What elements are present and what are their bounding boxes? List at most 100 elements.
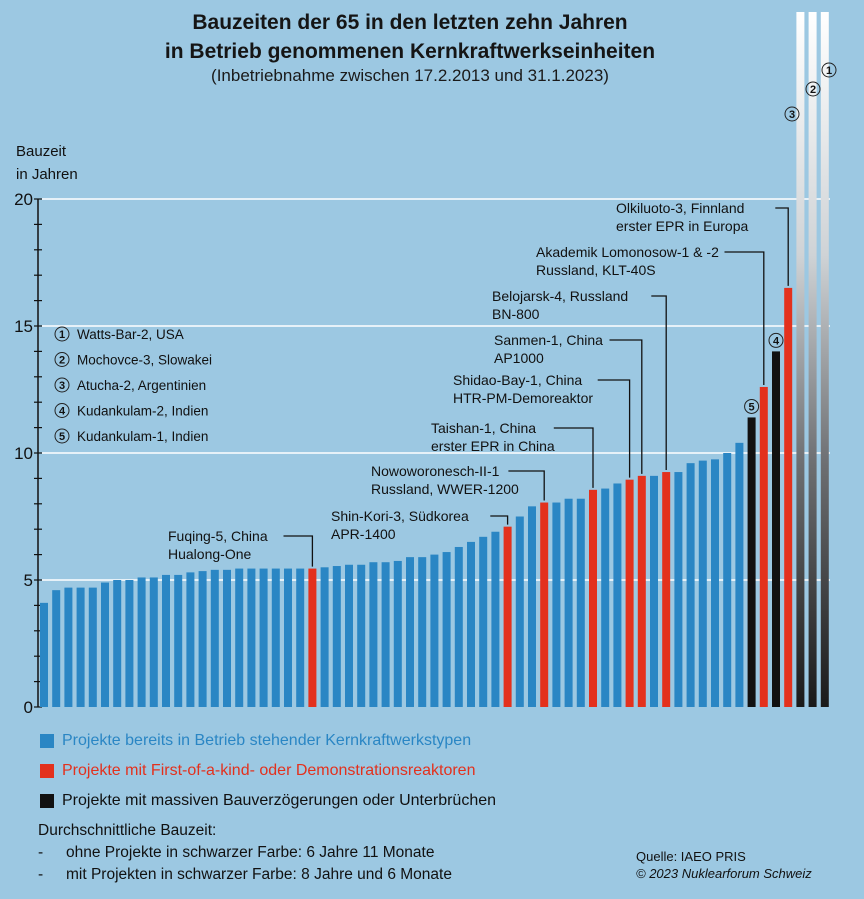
bar [369, 562, 378, 707]
bar [271, 568, 280, 707]
annotation-text: erster EPR in Europa [616, 218, 748, 234]
marker-3: 3 [784, 106, 800, 122]
annotation: Sanmen-1, China AP1000 [494, 332, 643, 474]
legend-item-black: Projekte mit massiven Bauverzögerungen o… [40, 786, 496, 816]
marker-label: 5 [749, 401, 755, 413]
bar [186, 572, 195, 707]
bar [284, 568, 292, 707]
bar [210, 569, 219, 707]
bar-offscale [796, 12, 805, 707]
chart-title: Bauzeiten der 65 in den letzten zehn Jah… [0, 8, 820, 66]
annotation-leader [597, 379, 631, 478]
bar [589, 489, 597, 707]
marker-1: 1 [821, 62, 837, 78]
marker-label: 4 [773, 335, 780, 347]
y-axis-label: Bauzeit in Jahren [16, 140, 78, 186]
y-tick-label: 20 [14, 190, 33, 209]
bar [772, 351, 780, 707]
legend: Projekte bereits in Betrieb stehender Ke… [40, 726, 496, 816]
bar [308, 568, 317, 707]
y-tick-label: 0 [24, 698, 33, 717]
bar [198, 571, 207, 707]
annotation-text: BN-800 [492, 306, 540, 322]
bar [674, 472, 683, 707]
bar [528, 506, 536, 707]
bar [235, 568, 244, 707]
marker-5: 5 [744, 398, 760, 414]
bar [162, 574, 170, 707]
key-item: 1 Watts-Bar-2, USA [54, 326, 184, 342]
annotation-leader [724, 251, 765, 385]
bar [406, 557, 414, 707]
bar [759, 386, 768, 707]
annotation-text: Shidao-Bay-1, China [453, 372, 582, 388]
key-circle [54, 326, 70, 342]
marker-label: 2 [810, 84, 816, 96]
chart-subtitle: (Inbetriebnahme zwischen 17.2.2013 und 3… [211, 66, 609, 85]
bar [332, 566, 341, 707]
annotation: Shidao-Bay-1, China HTR-PM-Demoreaktor [453, 372, 631, 478]
annotation-leader [490, 515, 509, 525]
bar [686, 463, 695, 707]
legend-text-red: Projekte mit First-of-a-kind- oder Demon… [62, 762, 476, 779]
bar [735, 442, 744, 707]
key-circle [54, 428, 70, 444]
bar [223, 569, 231, 707]
bar [247, 568, 256, 707]
bar [40, 602, 48, 707]
bars [40, 12, 829, 707]
key-text: Mochovce-3, Slowakei [77, 353, 212, 368]
y-tick-label: 10 [14, 444, 33, 463]
average-item: - mit Projekten in schwarzer Farbe: 8 Jah… [38, 864, 452, 886]
bar [430, 554, 439, 707]
annotation-text: Fuqing-5, China [168, 528, 268, 544]
marker-circle [744, 398, 760, 414]
bar [296, 568, 305, 707]
annotation-text: Nowoworonesch-II-1 [371, 463, 500, 479]
bar [576, 498, 585, 707]
bar [357, 564, 366, 707]
key-item: 4 Kudankulam-2, Indien [54, 403, 208, 419]
bar [149, 577, 158, 707]
annotation-leader [283, 535, 314, 567]
marker-4: 4 [768, 332, 784, 348]
bar [601, 488, 610, 707]
annotation-text: HTR-PM-Demoreaktor [453, 390, 593, 406]
average-item: - ohne Projekte in schwarzer Farbe: 6 Jah… [38, 842, 452, 864]
bar [711, 459, 719, 707]
marker-circle [821, 62, 837, 78]
bar [637, 475, 646, 707]
bar [552, 502, 561, 707]
key-item: 2 Mochovce-3, Slowakei [54, 352, 212, 368]
bar [613, 483, 622, 707]
title-line-2: in Betrieb genommenen Kernkraftwerkseinh… [164, 40, 656, 63]
bar [467, 541, 475, 707]
bar [259, 568, 268, 707]
average-item-text: mit Projekten in schwarzer Farbe: 8 Jahr… [66, 866, 452, 883]
bar [101, 582, 109, 707]
legend-text-blue: Projekte bereits in Betrieb stehender Ke… [62, 732, 472, 749]
key-circle [54, 352, 70, 367]
legend-swatch-black [40, 794, 54, 808]
annotation-text: Hualong-One [168, 546, 251, 562]
bar-offscale [808, 12, 817, 707]
bar [747, 417, 756, 707]
annotation: Taishan-1, China erster EPR in China [431, 420, 594, 488]
marker-key: 1 Watts-Bar-2, USA 2 Mochovce-3, Slowakei 3 A… [54, 326, 212, 444]
markers: 12 3 4 5 [744, 62, 837, 414]
annotation-text: Russland, KLT-40S [536, 262, 656, 278]
bar [540, 502, 549, 707]
bar [662, 472, 671, 707]
annotation-text: Russland, WWER-1200 [371, 481, 519, 497]
bar [137, 577, 146, 707]
bar [174, 574, 183, 707]
legend-item-red: Projekte mit First-of-a-kind- oder Demon… [40, 756, 496, 786]
annotation-text: AP1000 [494, 350, 544, 366]
key-number: 2 [59, 355, 65, 367]
average-heading: Durchschnittliche Bauzeit: [38, 822, 217, 839]
key-text: Atucha-2, Argentinien [77, 378, 206, 393]
annotation-leader [508, 470, 545, 501]
bar [442, 552, 451, 707]
bar [491, 531, 500, 707]
